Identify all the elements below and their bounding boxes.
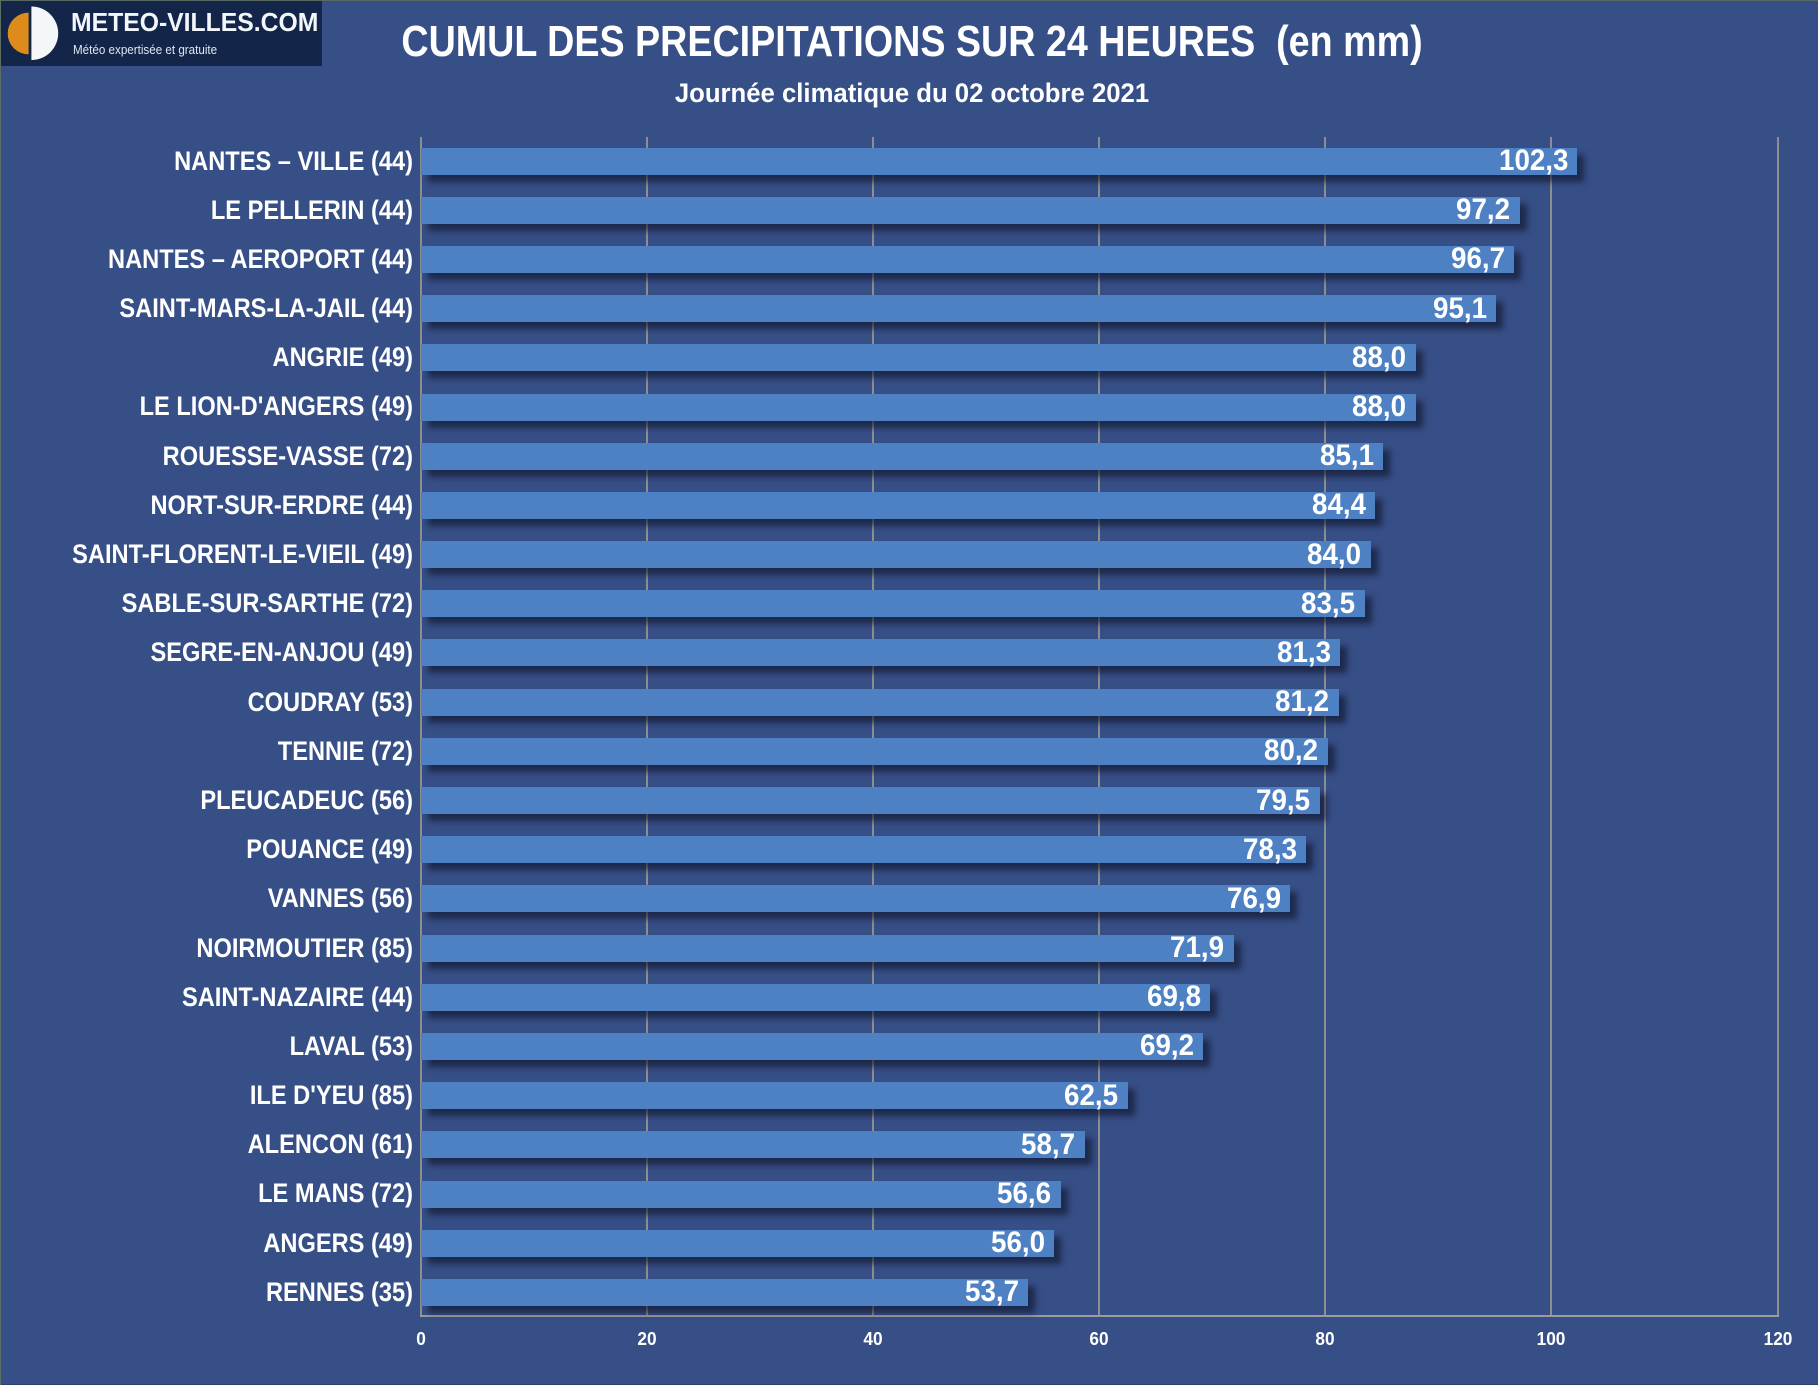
page-border-top [0, 0, 1818, 1]
category-label: LE MANS (72) [258, 1178, 413, 1209]
category-label: TENNIE (72) [277, 735, 413, 766]
bar: 62,5 [421, 1079, 1128, 1112]
bar-value-label: 71,9 [1170, 931, 1225, 965]
bar-value-label: 69,2 [1139, 1029, 1194, 1063]
category-label: SAINT-NAZAIRE (44) [181, 981, 413, 1012]
bar-value-label: 78,3 [1242, 832, 1297, 866]
bar-value-label: 88,0 [1352, 390, 1407, 424]
x-tick-label: 40 [863, 1328, 883, 1349]
bar-value-label: 62,5 [1064, 1078, 1119, 1112]
x-tick-label: 60 [1089, 1328, 1109, 1349]
category-label: SEGRE-EN-ANJOU (49) [150, 637, 413, 668]
bar-value-label: 69,8 [1146, 980, 1201, 1014]
bar-value-label: 56,6 [997, 1177, 1052, 1211]
bar: 83,5 [421, 587, 1365, 620]
bar-value-label: 81,3 [1276, 635, 1331, 669]
bar-value-label: 97,2 [1456, 193, 1511, 227]
page-border-left [0, 0, 1, 1385]
bar-value-label: 96,7 [1450, 242, 1505, 276]
category-label: LAVAL (53) [289, 1030, 413, 1061]
bar: 71,9 [421, 931, 1234, 964]
bar-value-label: 102,3 [1498, 144, 1569, 178]
x-tick-label: 120 [1763, 1328, 1792, 1349]
bar: 56,0 [421, 1226, 1055, 1259]
x-tick-label: 100 [1537, 1328, 1566, 1349]
gridline-x-60 [1098, 136, 1101, 1317]
category-label: POUANCE (49) [246, 834, 413, 865]
bar: 84,0 [421, 538, 1371, 571]
bar: 84,4 [421, 488, 1376, 521]
bar: 56,6 [421, 1177, 1061, 1210]
bar-value-label: 56,0 [990, 1226, 1045, 1260]
bar: 81,3 [421, 636, 1341, 669]
chart-subtitle: Journée climatique du 02 octobre 2021 [674, 78, 1150, 108]
bar: 76,9 [421, 882, 1291, 915]
logo-brand: METEO-VILLES.COM [71, 9, 319, 37]
bar-value-label: 84,4 [1311, 488, 1366, 522]
category-label: LE LION-D'ANGERS (49) [139, 391, 413, 422]
category-label: COUDRAY (53) [247, 686, 413, 717]
bar: 88,0 [421, 390, 1416, 423]
bar-value-label: 76,9 [1226, 881, 1281, 915]
category-label: RENNES (35) [265, 1276, 413, 1307]
bar-value-label: 79,5 [1256, 783, 1311, 817]
bar: 81,2 [421, 685, 1339, 718]
chart-title: CUMUL DES PRECIPITATIONS SUR 24 HEURES (… [401, 17, 1423, 66]
category-label: PLEUCADEUC (56) [200, 784, 413, 815]
category-label: ALENCON (61) [247, 1129, 413, 1160]
bar: 97,2 [421, 193, 1520, 226]
gridline-x-20 [646, 136, 649, 1317]
category-label: NANTES – VILLE (44) [174, 145, 413, 176]
bar-value-label: 95,1 [1432, 291, 1487, 325]
category-label: SABLE-SUR-SARTHE (72) [121, 588, 413, 619]
bar-value-label: 83,5 [1301, 586, 1356, 620]
category-label: VANNES (56) [267, 883, 413, 914]
bar-value-label: 85,1 [1319, 439, 1374, 473]
category-label: LE PELLERIN (44) [210, 194, 413, 225]
bar: 80,2 [421, 734, 1328, 767]
bar-value-label: 58,7 [1021, 1127, 1076, 1161]
gridline-x-0 [420, 136, 422, 1317]
bar: 78,3 [421, 833, 1307, 866]
logo-sun-icon [7, 6, 59, 61]
category-label: ILE D'YEU (85) [249, 1080, 413, 1111]
bar-value-label: 80,2 [1264, 734, 1319, 768]
x-tick-label: 80 [1315, 1328, 1335, 1349]
bar: 58,7 [421, 1128, 1085, 1161]
bar-value-label: 81,2 [1275, 685, 1330, 719]
bar: 69,8 [421, 980, 1211, 1013]
bar: 95,1 [421, 292, 1497, 325]
bar: 53,7 [421, 1275, 1029, 1308]
gridline-x-120 [1776, 136, 1779, 1317]
category-label: SAINT-MARS-LA-JAIL (44) [119, 293, 413, 324]
category-label: NOIRMOUTIER (85) [196, 932, 413, 963]
gridline-x-100 [1550, 136, 1553, 1317]
category-label: ROUESSE-VASSE (72) [162, 440, 413, 471]
x-tick-label: 0 [416, 1328, 426, 1349]
gridline-x-80 [1324, 136, 1327, 1317]
bar: 85,1 [421, 439, 1383, 472]
x-tick-label: 20 [637, 1328, 657, 1349]
bar: 88,0 [421, 341, 1416, 374]
bar-value-label: 88,0 [1352, 340, 1407, 374]
gridline-x-40 [872, 136, 875, 1317]
bar: 69,2 [421, 1029, 1204, 1062]
logo-tagline: Météo expertisée et gratuite [73, 43, 218, 57]
logo: METEO-VILLES.COM Météo expertisée et gra… [0, 0, 322, 66]
x-axis-line [420, 1315, 1779, 1317]
category-label: NANTES – AEROPORT (44) [108, 243, 413, 274]
bar: 79,5 [421, 784, 1320, 817]
bar: 102,3 [421, 144, 1578, 177]
category-label: ANGRIE (49) [272, 342, 413, 373]
category-label: ANGERS (49) [263, 1227, 413, 1258]
bar-value-label: 53,7 [964, 1275, 1019, 1309]
category-label: NORT-SUR-ERDRE (44) [150, 489, 413, 520]
bar: 96,7 [421, 242, 1515, 275]
bar-value-label: 84,0 [1307, 537, 1362, 571]
category-label: SAINT-FLORENT-LE-VIEIL (49) [72, 539, 413, 569]
